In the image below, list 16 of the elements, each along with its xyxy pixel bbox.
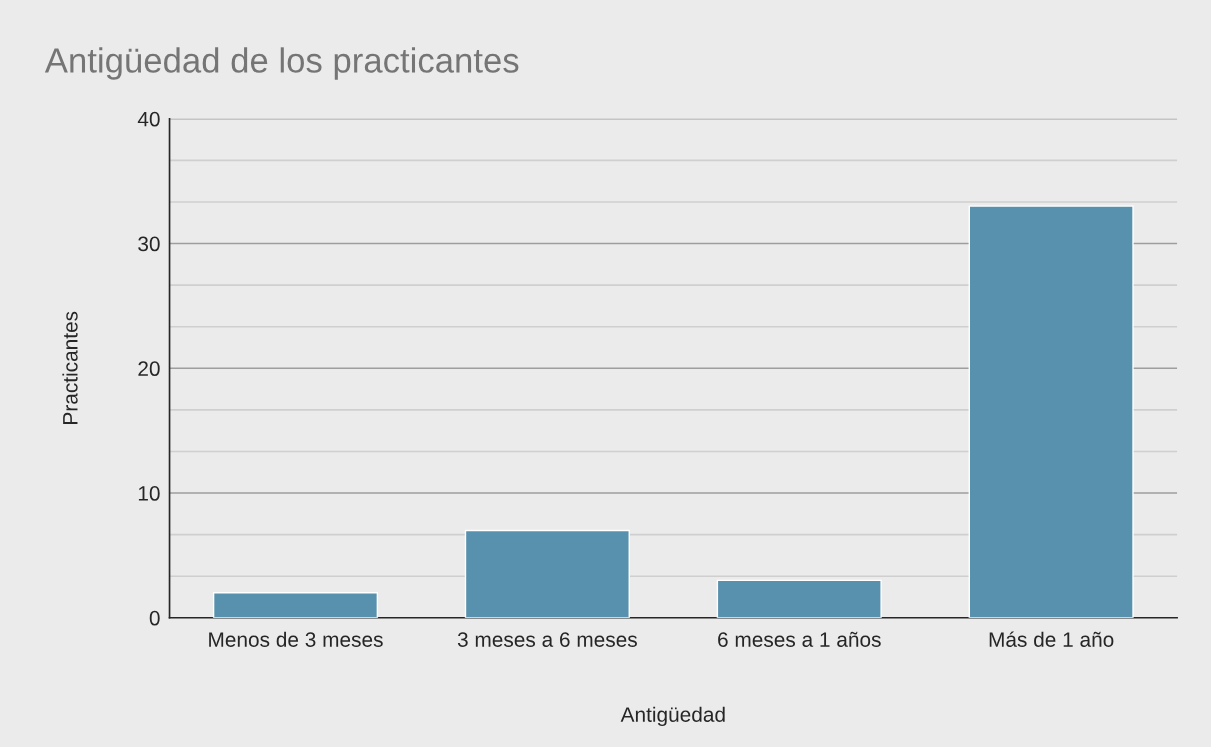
y-tick-label: 10	[138, 486, 160, 501]
y-tick-label: 40	[137, 111, 160, 127]
bar	[464, 529, 630, 618]
bar	[716, 579, 882, 618]
y-axis-title: Practicantes	[62, 311, 78, 424]
chart-title: Antigüedad de los practicantes	[44, 47, 519, 80]
bar	[968, 205, 1134, 618]
x-axis-title: Antigüedad	[620, 706, 725, 727]
x-tick-label: Más de 1 año	[989, 631, 1114, 647]
y-tick-label: 30	[138, 236, 160, 252]
bar	[212, 592, 379, 618]
y-tick-label: 20	[138, 361, 160, 377]
x-tick-label: 6 meses a 1 años	[718, 631, 881, 647]
x-tick-label: Menos de 3 meses	[209, 631, 383, 647]
x-tick-label: 3 meses a 6 meses	[457, 632, 637, 647]
y-tick-label: 0	[149, 610, 160, 626]
